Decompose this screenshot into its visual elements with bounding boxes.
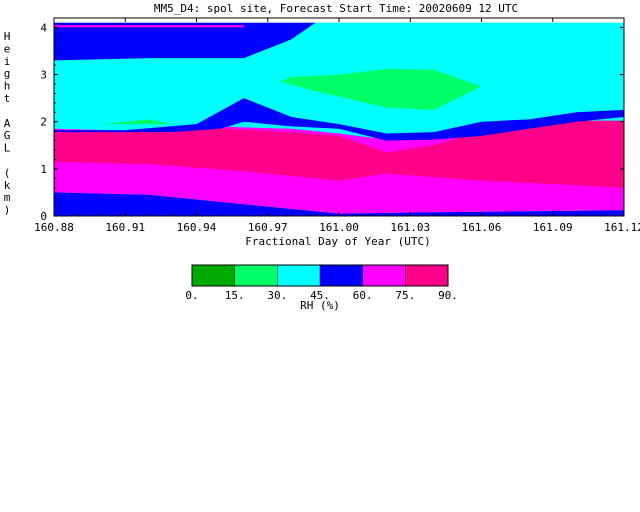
colorbar-tick-label: 30. — [267, 289, 287, 302]
y-tick-label: 2 — [40, 116, 47, 129]
x-tick-label: 160.94 — [177, 221, 217, 234]
x-tick-label: 161.06 — [462, 221, 502, 234]
chart-title: MM5_D4: spol site, Forecast Start Time: … — [154, 2, 518, 15]
colorbar-swatch — [320, 265, 363, 286]
y-axis-label-char: L — [4, 142, 11, 155]
colorbar-swatch — [234, 265, 278, 286]
y-axis-label-char: k — [4, 179, 11, 192]
contour-region-15-30-7 — [279, 68, 482, 110]
plot-area — [53, 17, 625, 217]
y-tick-label: 3 — [40, 69, 47, 82]
x-tick-label: 161.00 — [319, 221, 359, 234]
y-tick-label: 1 — [40, 163, 47, 176]
contour-region-15-30-6 — [101, 119, 173, 125]
colorbar-label: RH (%) — [300, 299, 340, 312]
contour-region-45-60-3 — [54, 98, 624, 141]
colorbar-tick-label: 90. — [438, 289, 458, 302]
y-axis-label-char — [4, 104, 11, 117]
y-axis-label-char: m — [4, 191, 11, 204]
x-tick-label: 160.88 — [34, 221, 74, 234]
contour-region-45-60-0 — [54, 192, 624, 216]
y-axis-label-char: t — [4, 92, 11, 105]
y-axis-label-char: i — [4, 55, 11, 68]
x-tick-label: 161.03 — [390, 221, 430, 234]
y-axis-label-char: ( — [4, 166, 11, 179]
y-tick-label: 0 — [40, 210, 47, 223]
x-tick-label: 160.97 — [248, 221, 288, 234]
y-axis-label-char: g — [4, 67, 11, 80]
colorbar-tick-label: 15. — [225, 289, 245, 302]
contour-region-60-75-5 — [54, 25, 244, 28]
y-axis-label-char: e — [4, 42, 11, 55]
x-tick-label: 161.12 — [604, 221, 640, 234]
x-axis-label: Fractional Day of Year (UTC) — [245, 235, 430, 248]
x-tick-label: 161.09 — [533, 221, 573, 234]
colorbar-tick-label: 75. — [395, 289, 415, 302]
x-axis: 160.88 160.91 160.94 160.97 161.00 161.03 161.… — [34, 18, 640, 234]
y-axis-label-char — [4, 154, 11, 167]
colorbar-swatch — [405, 265, 448, 286]
colorbar-tick-label: 45. — [310, 289, 330, 302]
colorbar-tick-label: 60. — [353, 289, 373, 302]
y-tick-label: 4 — [40, 21, 47, 34]
colorbar-swatch — [192, 265, 235, 286]
colorbar-swatch — [277, 265, 320, 286]
x-tick-label: 160.91 — [105, 221, 145, 234]
colorbar: 0. 15. 30. 45. 60. 75. 90. — [185, 264, 458, 302]
y-axis-label-char: h — [4, 80, 11, 93]
colorbar-swatch — [362, 265, 406, 286]
contour-region-45-60-4 — [54, 22, 316, 61]
y-axis: 0 1 2 3 4 — [40, 17, 624, 223]
contour-region-75-90-2 — [54, 120, 624, 188]
colorbar-tick-label: 0. — [185, 289, 198, 302]
y-axis-label-char: H — [4, 30, 11, 43]
y-axis-label-char: G — [4, 129, 11, 142]
y-axis-label-char: ) — [4, 204, 11, 217]
y-axis-label-char: A — [4, 117, 11, 130]
